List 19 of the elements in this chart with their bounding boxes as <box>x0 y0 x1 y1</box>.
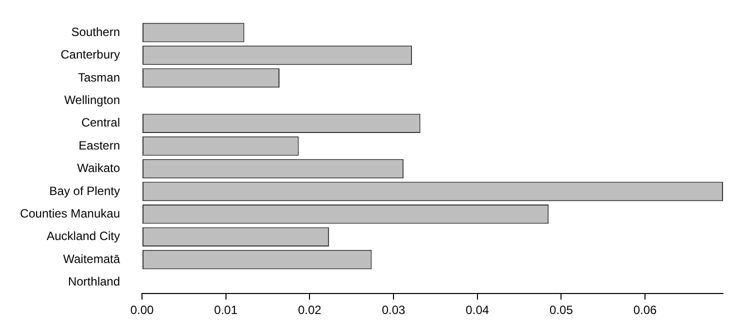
x-tick-label: 0.02 <box>298 303 322 318</box>
x-tick-label: 0.03 <box>382 303 406 318</box>
y-tick-label: Canterbury <box>60 48 120 62</box>
x-tick-label: 0.01 <box>214 303 238 318</box>
x-tick-label: 0.04 <box>466 303 490 318</box>
y-tick-label: Wellington <box>64 92 120 107</box>
y-tick-label: Counties Manukau <box>20 206 120 220</box>
x-tick-label: 0.00 <box>130 303 154 318</box>
x-tick-label: 0.06 <box>633 303 658 318</box>
y-tick-label: Southern <box>71 24 120 39</box>
y-tick-label: Tasman <box>78 70 120 84</box>
y-tick-label: Northland <box>68 274 120 289</box>
x-tick-label: 0.05 <box>550 303 574 318</box>
y-tick-label: Auckland City <box>46 229 120 244</box>
y-tick-label: Central <box>81 116 120 130</box>
y-tick-label: Eastern <box>78 138 120 152</box>
y-tick-label: Waitematā <box>63 252 120 266</box>
y-tick-label: Bay of Plenty <box>49 184 120 198</box>
y-tick-label: Waikato <box>77 161 120 176</box>
